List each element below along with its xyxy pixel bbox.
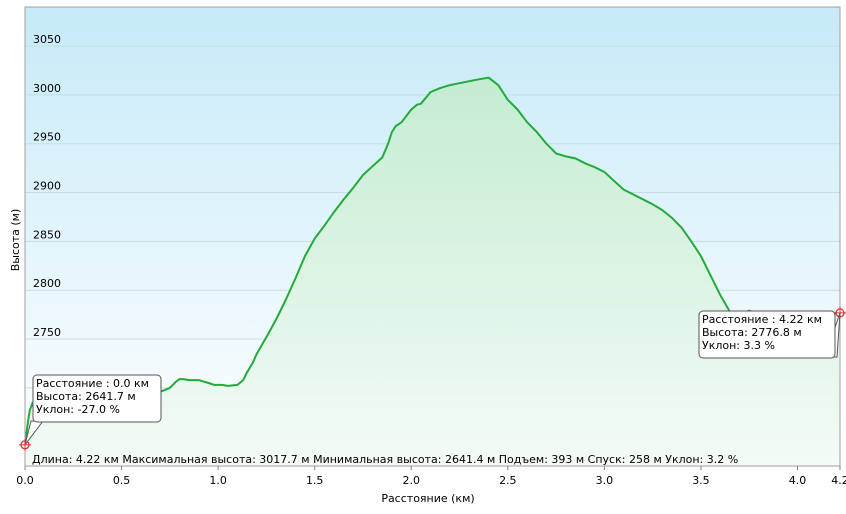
summary-text: Длина: 4.22 км Максимальная высота: 3017… [32, 453, 738, 466]
y-tick-label: 3000 [33, 82, 61, 95]
y-tick-label: 2800 [33, 277, 61, 290]
elevation-area [25, 77, 840, 466]
y-tick-label: 3050 [33, 33, 61, 46]
y-axis-label: Высота (м) [9, 209, 22, 272]
x-tick-label: 1.5 [306, 474, 324, 487]
callout-line: Расстояние : 0.0 км [36, 377, 149, 390]
x-tick-label: 3.5 [692, 474, 710, 487]
x-tick-label: 1.0 [209, 474, 227, 487]
x-tick-label: 4.0 [789, 474, 807, 487]
callout-line: Уклон: -27.0 % [36, 403, 120, 416]
x-tick-label: 0.5 [113, 474, 131, 487]
y-tick-label: 2900 [33, 180, 61, 193]
x-tick-label: 2.5 [499, 474, 517, 487]
x-tick-label: 4.2 [831, 474, 846, 487]
x-tick-label: 3.0 [596, 474, 614, 487]
y-tick-label: 2850 [33, 228, 61, 241]
callout-line: Высота: 2641.7 м [36, 390, 136, 403]
callout-box [32, 374, 162, 423]
callout-line: Расстояние : 4.22 км [702, 313, 822, 326]
callout-line: Высота: 2776.8 м [702, 326, 802, 339]
x-tick-label: 2.0 [403, 474, 421, 487]
x-axis-ticks: 0.0 0.5 1.0 1.5 2.0 2.5 3.0 3.5 4.0 4.2 [16, 466, 846, 487]
x-axis-label: Расстояние (км) [381, 492, 474, 505]
y-tick-label: 2750 [33, 326, 61, 339]
callout-box [698, 310, 836, 359]
plot-frame [24, 6, 841, 467]
y-tick-label: 2950 [33, 131, 61, 144]
x-tick-label: 0.0 [16, 474, 34, 487]
callout-line: Уклон: 3.3 % [702, 339, 775, 352]
